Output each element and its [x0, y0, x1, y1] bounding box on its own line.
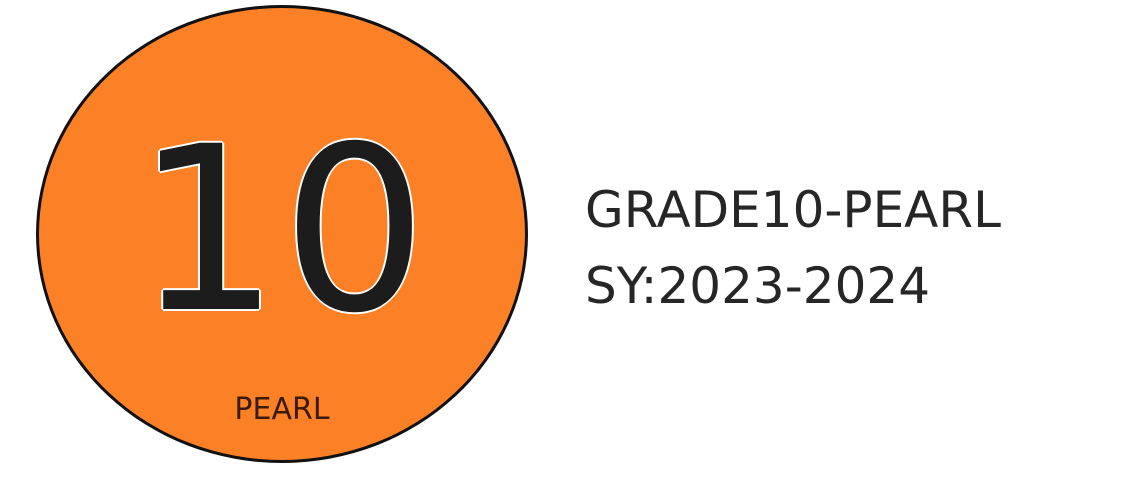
school-year: SY:2023-2024 [585, 257, 931, 315]
section-label: PEARL [234, 392, 330, 427]
section-title: GRADE10-PEARL [585, 181, 1001, 239]
section-info: GRADE10-PEARL SY:2023-2024 [585, 172, 1001, 324]
grade-number: 10 [134, 97, 430, 363]
grade-badge-circle: 10 PEARL [36, 5, 528, 463]
